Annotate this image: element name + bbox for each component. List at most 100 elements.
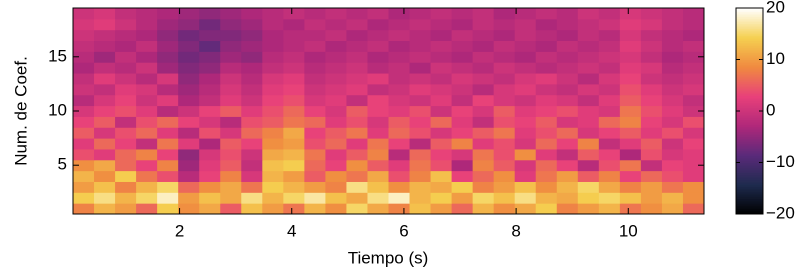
cell bbox=[578, 51, 600, 62]
cell bbox=[536, 138, 558, 149]
cell bbox=[515, 62, 537, 73]
cell bbox=[620, 181, 642, 192]
cell bbox=[389, 73, 411, 84]
cell bbox=[262, 127, 284, 138]
cell bbox=[136, 95, 158, 106]
cell bbox=[389, 62, 411, 73]
cell bbox=[431, 84, 453, 95]
cell bbox=[178, 51, 200, 62]
cell bbox=[157, 41, 179, 52]
cell bbox=[662, 149, 684, 160]
cell bbox=[346, 19, 368, 30]
cell bbox=[683, 62, 705, 73]
cell bbox=[683, 30, 705, 41]
cell bbox=[73, 30, 95, 41]
cell bbox=[94, 84, 116, 95]
cell bbox=[620, 149, 642, 160]
cell bbox=[157, 62, 179, 73]
cell bbox=[431, 192, 453, 203]
cell bbox=[115, 127, 137, 138]
cell bbox=[346, 95, 368, 106]
cell bbox=[683, 41, 705, 52]
cell bbox=[494, 192, 516, 203]
cell bbox=[662, 30, 684, 41]
cell bbox=[515, 51, 537, 62]
cell bbox=[367, 116, 389, 127]
cell bbox=[325, 127, 347, 138]
cell bbox=[452, 203, 474, 214]
cell bbox=[262, 171, 284, 182]
cell bbox=[473, 73, 495, 84]
cell bbox=[220, 106, 242, 117]
cell bbox=[599, 8, 621, 19]
cell bbox=[662, 73, 684, 84]
cell bbox=[157, 19, 179, 30]
cell bbox=[515, 106, 537, 117]
cell bbox=[452, 171, 474, 182]
cell bbox=[662, 41, 684, 52]
cell bbox=[578, 138, 600, 149]
cell bbox=[199, 181, 221, 192]
cell bbox=[262, 30, 284, 41]
cell bbox=[157, 181, 179, 192]
cell bbox=[473, 51, 495, 62]
cell bbox=[557, 203, 579, 214]
cell bbox=[494, 203, 516, 214]
cell bbox=[346, 160, 368, 171]
cell bbox=[94, 73, 116, 84]
cell bbox=[199, 62, 221, 73]
cell bbox=[241, 73, 263, 84]
cell bbox=[431, 95, 453, 106]
cell bbox=[178, 149, 200, 160]
cell bbox=[115, 30, 137, 41]
cell bbox=[157, 73, 179, 84]
cell bbox=[410, 19, 432, 30]
cell bbox=[431, 138, 453, 149]
cell bbox=[620, 203, 642, 214]
cell bbox=[241, 62, 263, 73]
cell bbox=[641, 19, 663, 30]
cell bbox=[431, 41, 453, 52]
cell bbox=[262, 41, 284, 52]
cell bbox=[367, 8, 389, 19]
cell bbox=[515, 19, 537, 30]
cell bbox=[220, 8, 242, 19]
cell bbox=[536, 30, 558, 41]
cell bbox=[346, 192, 368, 203]
cell bbox=[662, 171, 684, 182]
cell bbox=[494, 181, 516, 192]
cell bbox=[220, 149, 242, 160]
cell bbox=[178, 192, 200, 203]
cell bbox=[178, 73, 200, 84]
cell bbox=[389, 30, 411, 41]
cell bbox=[494, 149, 516, 160]
cell bbox=[73, 116, 95, 127]
x-tick-label: 8 bbox=[511, 221, 520, 240]
cell bbox=[662, 160, 684, 171]
cell bbox=[136, 171, 158, 182]
cell bbox=[452, 19, 474, 30]
cell bbox=[389, 192, 411, 203]
cell bbox=[473, 203, 495, 214]
cell bbox=[515, 149, 537, 160]
cell bbox=[304, 41, 326, 52]
cell bbox=[178, 127, 200, 138]
cell bbox=[389, 95, 411, 106]
cell bbox=[346, 127, 368, 138]
cell bbox=[73, 19, 95, 30]
cell bbox=[325, 160, 347, 171]
cell bbox=[136, 62, 158, 73]
cell bbox=[304, 95, 326, 106]
cell bbox=[473, 171, 495, 182]
cell bbox=[241, 19, 263, 30]
chart: −20−1001020 24681051015 Tiempo (s) Num. … bbox=[0, 0, 804, 278]
cell bbox=[473, 106, 495, 117]
cell bbox=[367, 171, 389, 182]
colorbar: −20−1001020 bbox=[736, 0, 795, 222]
cell bbox=[178, 41, 200, 52]
cell bbox=[115, 192, 137, 203]
cell bbox=[304, 203, 326, 214]
cell bbox=[599, 51, 621, 62]
cell bbox=[683, 203, 705, 214]
cell bbox=[473, 181, 495, 192]
